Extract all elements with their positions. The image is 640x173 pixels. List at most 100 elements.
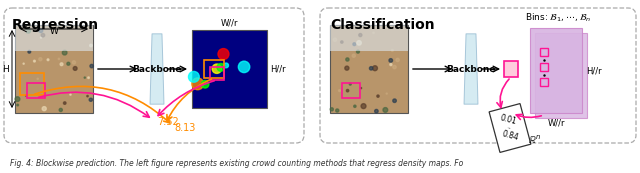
Text: W//r: W//r — [547, 119, 564, 128]
Circle shape — [15, 97, 20, 102]
Circle shape — [89, 98, 92, 101]
Circle shape — [90, 64, 93, 68]
Circle shape — [70, 94, 71, 95]
Circle shape — [73, 67, 77, 70]
Circle shape — [357, 41, 362, 45]
Text: H: H — [3, 65, 9, 74]
Circle shape — [392, 49, 394, 51]
Circle shape — [23, 63, 24, 64]
Text: Fig. 4: Blockwise prediction. The left figure represents existing crowd counting: Fig. 4: Blockwise prediction. The left f… — [10, 159, 463, 168]
Circle shape — [58, 58, 60, 60]
Circle shape — [59, 108, 62, 112]
Bar — [20, 73, 44, 95]
FancyBboxPatch shape — [330, 25, 408, 113]
FancyBboxPatch shape — [15, 25, 93, 113]
Circle shape — [372, 32, 374, 34]
Circle shape — [88, 77, 90, 79]
Bar — [540, 78, 548, 86]
Bar — [342, 83, 360, 98]
Text: 7.52: 7.52 — [157, 117, 179, 127]
Circle shape — [28, 50, 31, 53]
Circle shape — [369, 67, 373, 70]
Circle shape — [39, 58, 42, 61]
Circle shape — [72, 61, 76, 64]
Bar — [330, 25, 408, 51]
Bar — [504, 61, 518, 77]
Circle shape — [41, 33, 45, 37]
Circle shape — [330, 108, 333, 111]
Text: Classification: Classification — [330, 18, 435, 32]
Circle shape — [389, 59, 392, 62]
Circle shape — [353, 43, 356, 46]
Text: ..: .. — [506, 124, 512, 130]
Circle shape — [377, 95, 379, 97]
Circle shape — [60, 63, 63, 66]
Circle shape — [383, 108, 388, 112]
Circle shape — [33, 60, 35, 62]
Circle shape — [238, 61, 250, 73]
Circle shape — [354, 105, 356, 107]
Text: H//r: H//r — [586, 66, 602, 75]
Text: 8.13: 8.13 — [174, 123, 195, 133]
Circle shape — [17, 104, 19, 106]
Text: H//r: H//r — [270, 65, 285, 74]
Circle shape — [393, 99, 396, 102]
Circle shape — [372, 66, 378, 71]
Polygon shape — [464, 34, 478, 104]
Circle shape — [218, 49, 229, 60]
Circle shape — [42, 107, 46, 111]
Circle shape — [40, 37, 42, 38]
Circle shape — [339, 90, 340, 92]
Circle shape — [47, 59, 49, 61]
FancyBboxPatch shape — [535, 33, 587, 118]
Circle shape — [87, 95, 88, 97]
Circle shape — [37, 78, 38, 79]
Circle shape — [333, 38, 337, 41]
Text: W//r: W//r — [221, 19, 238, 28]
Circle shape — [192, 78, 204, 90]
Circle shape — [340, 41, 343, 43]
FancyBboxPatch shape — [192, 30, 267, 108]
Bar — [204, 60, 224, 78]
Polygon shape — [150, 34, 164, 104]
Circle shape — [39, 29, 43, 33]
FancyBboxPatch shape — [489, 104, 531, 152]
Bar — [210, 67, 224, 80]
Circle shape — [396, 58, 399, 62]
Circle shape — [90, 97, 92, 99]
Circle shape — [336, 109, 339, 112]
Text: Backbone: Backbone — [446, 65, 496, 74]
Circle shape — [84, 77, 85, 78]
Circle shape — [63, 102, 66, 104]
Bar — [27, 83, 45, 98]
Circle shape — [349, 83, 351, 85]
Circle shape — [386, 93, 387, 94]
Circle shape — [212, 64, 221, 73]
Circle shape — [188, 71, 199, 82]
Bar — [540, 48, 548, 56]
Bar — [15, 25, 93, 51]
Circle shape — [67, 62, 70, 65]
Text: 0.84: 0.84 — [500, 129, 519, 143]
Circle shape — [346, 58, 349, 61]
Circle shape — [346, 89, 349, 92]
FancyBboxPatch shape — [530, 28, 582, 113]
Circle shape — [345, 66, 349, 70]
Text: 0.01: 0.01 — [499, 113, 517, 126]
Circle shape — [360, 88, 362, 89]
Bar — [540, 63, 548, 71]
Circle shape — [201, 80, 209, 88]
Text: Regression: Regression — [12, 18, 99, 32]
Circle shape — [359, 34, 362, 37]
Text: $\mathbb{R}^n$: $\mathbb{R}^n$ — [528, 134, 541, 146]
Text: W: W — [49, 27, 58, 36]
Circle shape — [390, 63, 392, 66]
Circle shape — [393, 65, 396, 69]
Circle shape — [217, 63, 225, 71]
Circle shape — [224, 63, 228, 68]
Circle shape — [361, 104, 366, 109]
Circle shape — [26, 28, 31, 33]
Circle shape — [374, 109, 378, 113]
Text: Backbone: Backbone — [132, 65, 182, 74]
Circle shape — [356, 50, 360, 53]
